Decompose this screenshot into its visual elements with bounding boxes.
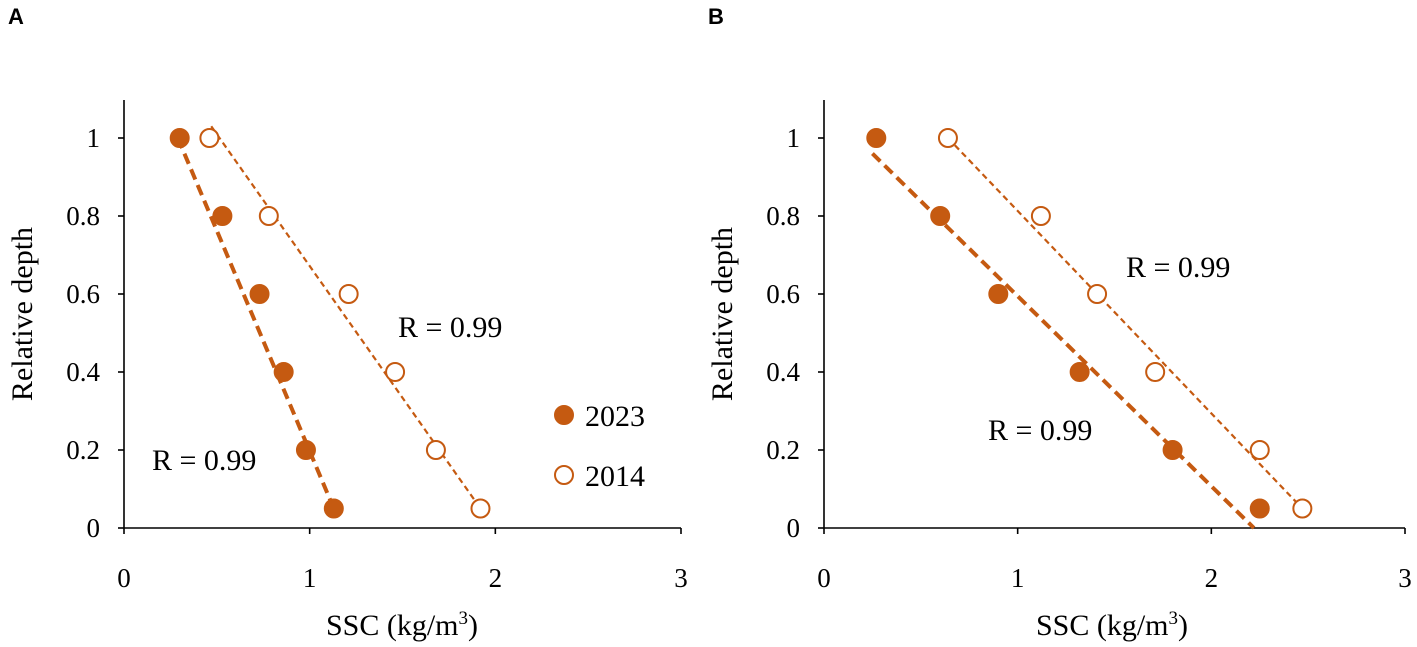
panel-a-y-axis-title: Relative depth: [6, 227, 39, 401]
panel-label-a: A: [8, 4, 24, 29]
panel-b-y-axis-title: Relative depth: [706, 227, 739, 401]
panel-a-point-2023: [249, 284, 270, 304]
panel-a-y-tick-label: 0.2: [66, 435, 100, 465]
panel-b-annotation-2023: R = 0.99: [988, 414, 1092, 447]
panel-b-point-2014: [1292, 498, 1313, 519]
panel-b-y-tick-label: 1: [787, 123, 801, 153]
panel-b-fit-line-2023: [871, 152, 1256, 530]
panel-a-plot: 0 0.2 0.4 0.6 0.8 1 0 1 2 3 SSC (kg/m3) Relative …: [6, 100, 688, 642]
panel-b-x-tick-label: 1: [1011, 563, 1025, 593]
panel-a-x-tick-label: 0: [117, 563, 131, 593]
panel-b-point-2023: [1069, 362, 1090, 382]
legend-label-2023: 2023: [585, 400, 645, 433]
panel-b-point-2014: [1249, 440, 1270, 460]
panel-b-y-tick-label: 0.4: [766, 357, 800, 387]
panel-a-point-2023: [273, 362, 294, 382]
panel-a-point-2014: [338, 284, 359, 304]
panel-a-x-tick-label: 1: [303, 563, 317, 593]
legend-marker-2023: [554, 405, 574, 425]
panel-b-y-tick-label: 0.2: [766, 435, 800, 465]
panel-a-point-2023: [295, 440, 316, 460]
panel-b-point-2014: [1030, 206, 1051, 226]
panel-b-point-2023: [988, 284, 1009, 304]
panel-b-point-2014: [1145, 362, 1166, 382]
panel-b-point-2014: [1087, 284, 1108, 304]
panel-a-annotation-2014: R = 0.99: [398, 311, 502, 344]
panel-a-point-2014: [385, 362, 406, 382]
panel-a-point-2014: [470, 498, 491, 519]
panel-b-x-tick-label: 3: [1398, 563, 1412, 593]
panel-b-x-tick-label: 0: [817, 563, 831, 593]
panel-b-point-2023: [1162, 440, 1183, 460]
panel-b-y-tick-label: 0: [787, 513, 801, 543]
panel-a-x-axis-title: SSC (kg/m3): [326, 608, 478, 642]
panel-a-point-2014: [425, 440, 446, 460]
panel-b-plot: 0 0.2 0.4 0.6 0.8 1 0 1 2 3 SSC (kg/m3) Relative …: [706, 100, 1412, 642]
panel-b-x-tick-label: 2: [1205, 563, 1219, 593]
legend-marker-2014: [554, 465, 574, 485]
legend-label-2014: 2014: [585, 460, 645, 493]
panel-b-point-2014: [937, 128, 958, 148]
panel-a-point-2023: [212, 206, 233, 226]
panel-b-point-2023: [1249, 498, 1270, 519]
panel-b-x-axis-title: SSC (kg/m3): [1036, 608, 1188, 642]
panel-a-x-tick-label: 3: [674, 563, 688, 593]
panel-label-b: B: [708, 4, 724, 29]
panel-b-y-tick-label: 0.8: [766, 201, 800, 231]
panel-a-y-tick-label: 0.6: [66, 279, 100, 309]
panel-a-annotation-2023: R = 0.99: [152, 444, 256, 477]
panel-a-point-2014: [199, 128, 220, 148]
panel-a-y-tick-label: 0: [87, 513, 101, 543]
panel-a-point-2014: [258, 206, 279, 226]
panel-a-y-tick-label: 0.8: [66, 201, 100, 231]
panel-a-point-2023: [169, 128, 190, 148]
panel-a-x-tick-label: 2: [489, 563, 503, 593]
panel-a-y-tick-label: 0.4: [66, 357, 100, 387]
panel-a-point-2023: [323, 498, 344, 519]
panel-a-fit-line-2014: [210, 125, 482, 510]
panel-b-point-2023: [866, 128, 887, 148]
panel-b-point-2023: [930, 206, 951, 226]
panel-b-fit-line-2014: [947, 137, 1304, 510]
panel-b-annotation-2014: R = 0.99: [1126, 251, 1230, 284]
panel-a-y-tick-label: 1: [87, 123, 101, 153]
panel-b-y-tick-label: 0.6: [766, 279, 800, 309]
